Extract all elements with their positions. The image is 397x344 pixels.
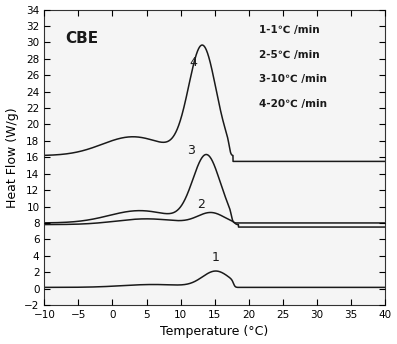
- Text: 3-10℃ /min: 3-10℃ /min: [259, 74, 327, 84]
- Text: 4-20℃ /min: 4-20℃ /min: [259, 99, 327, 109]
- X-axis label: Temperature (°C): Temperature (°C): [160, 325, 269, 338]
- Text: CBE: CBE: [65, 31, 98, 46]
- Y-axis label: Heat Flow (W/g): Heat Flow (W/g): [6, 107, 19, 208]
- Text: 1: 1: [212, 251, 220, 264]
- Text: 4: 4: [189, 56, 197, 69]
- Text: 3: 3: [187, 144, 195, 157]
- Text: 2-5℃ /min: 2-5℃ /min: [259, 50, 320, 60]
- Text: 2: 2: [197, 198, 205, 212]
- Text: 1-1℃ /min: 1-1℃ /min: [259, 25, 320, 35]
